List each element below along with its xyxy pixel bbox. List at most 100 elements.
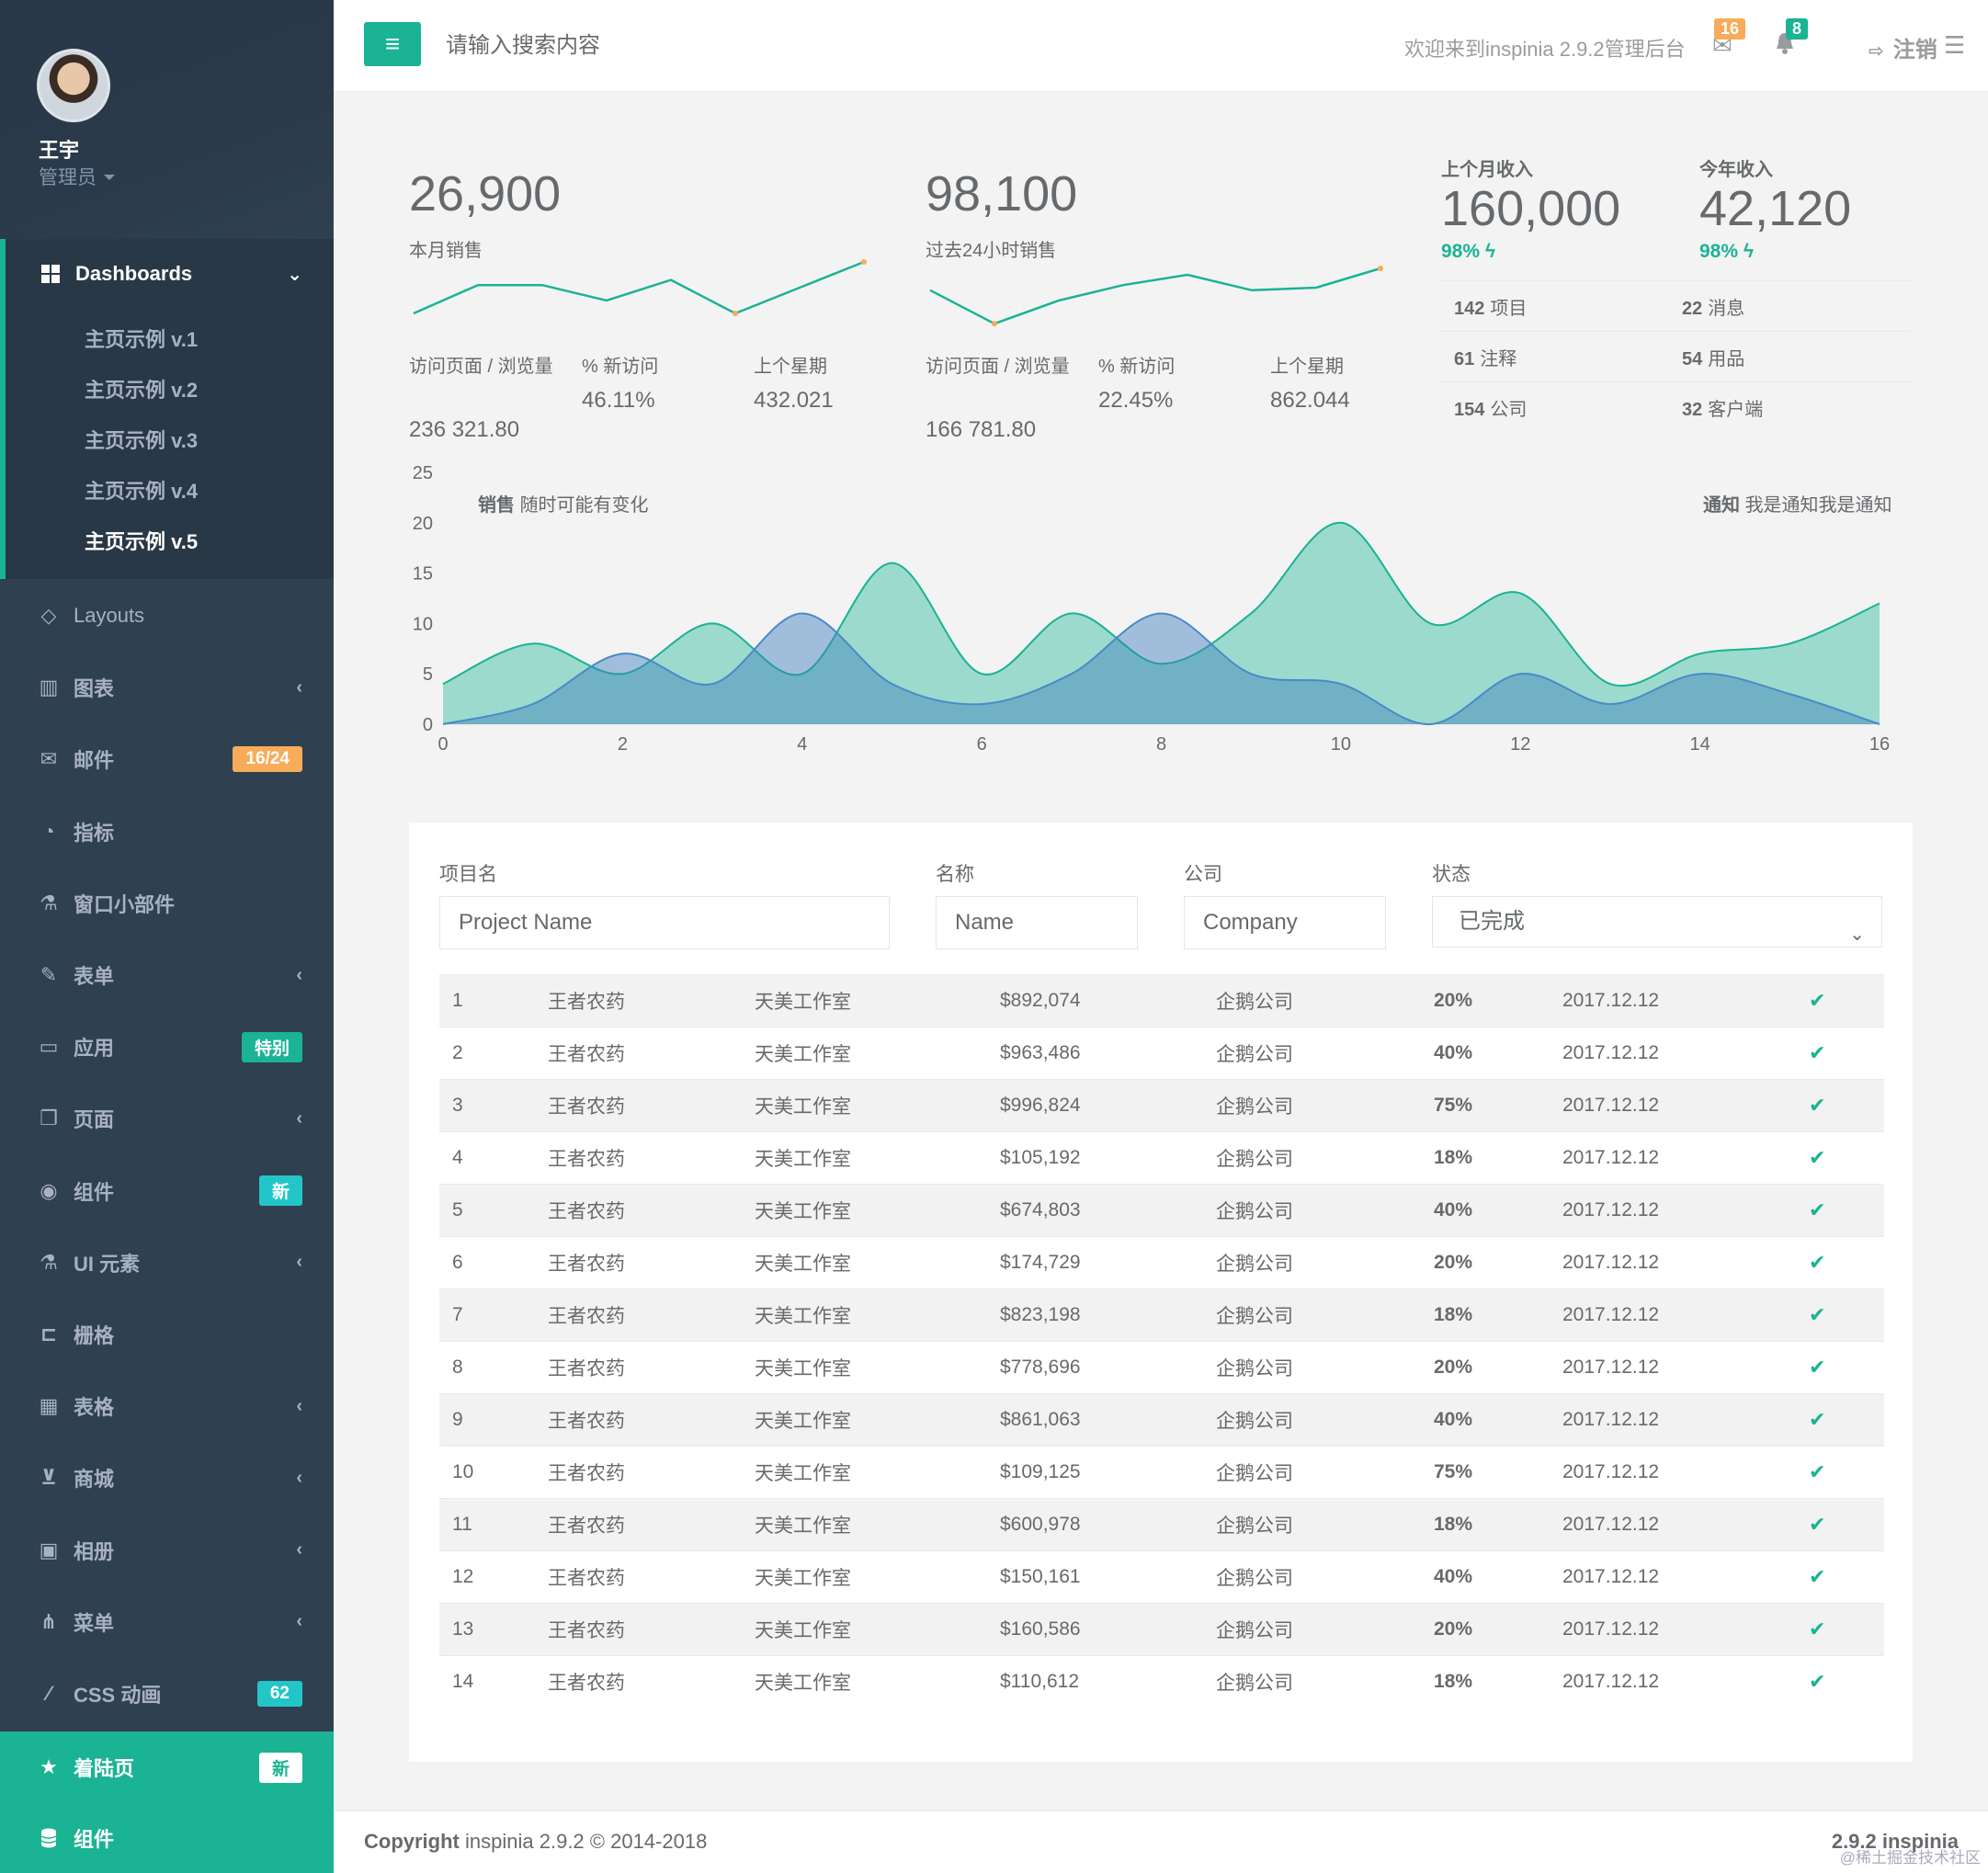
- last-month-income: 160,000: [1441, 181, 1621, 236]
- stat2-pv: 166 781.80: [926, 417, 1037, 442]
- table-cell: 天美工作室: [755, 1673, 851, 1694]
- sidebar-item[interactable]: ✉ 邮件 16/24: [0, 732, 334, 787]
- right-sidebar-toggle[interactable]: ☰: [1944, 31, 1965, 60]
- stat1-label: 本月销售: [409, 241, 483, 261]
- caret-down-icon: [104, 175, 115, 186]
- sidebar-item-badge: 16/24: [233, 746, 302, 773]
- sidebar-item[interactable]: ❐ 页面 ‹: [0, 1091, 334, 1146]
- sidebar-item[interactable]: ◇ Layouts: [0, 588, 334, 643]
- table-cell: $996,824: [1000, 1095, 1081, 1116]
- nav-dashboards-label: Dashboards: [75, 262, 193, 285]
- sparkline-path: [413, 260, 865, 315]
- welcome-text: 欢迎来到inspinia 2.9.2管理后台: [1404, 38, 1686, 61]
- search-input[interactable]: [446, 28, 905, 64]
- stat-label: 用品: [1708, 348, 1745, 369]
- table-cell: 75%: [1434, 1095, 1473, 1116]
- logout-button[interactable]: ⇨ 注销: [1869, 31, 1937, 63]
- table-cell: $674,803: [1000, 1199, 1081, 1220]
- status-select[interactable]: 已完成 ⌄: [1432, 896, 1882, 948]
- magic-icon: ⁄: [47, 1682, 51, 1705]
- check-icon: ✔: [1809, 1303, 1826, 1326]
- check-icon: ✔: [1809, 1251, 1826, 1274]
- company-input[interactable]: [1184, 896, 1386, 949]
- x-tick-label: 12: [1510, 734, 1530, 755]
- table-cell: 20%: [1434, 1357, 1473, 1378]
- sign-out-icon: ⇨: [1869, 41, 1884, 62]
- name-input[interactable]: [936, 896, 1138, 949]
- bars-icon: ≡: [384, 29, 401, 58]
- nav-dashboards[interactable]: Dashboards ⌄: [39, 255, 334, 292]
- nav-components[interactable]: 组件: [0, 1803, 334, 1873]
- stat-num: 61: [1454, 348, 1475, 369]
- table-cell: 企鹅公司: [1216, 1044, 1293, 1065]
- bar-chart-icon: ▥: [39, 675, 59, 699]
- table-cell: 天美工作室: [755, 1044, 851, 1065]
- menu-toggle-button[interactable]: ≡: [364, 22, 421, 66]
- project-name-label: 项目名: [439, 864, 497, 885]
- sidebar-item[interactable]: ⁄ CSS 动画 62: [0, 1666, 334, 1721]
- stat2-label: 过去24小时销售: [926, 241, 1057, 261]
- sidebar-item[interactable]: ▭ 应用 特别: [0, 1019, 334, 1074]
- sidebar-subitem[interactable]: 主页示例 v.2: [85, 379, 199, 402]
- sidebar-item[interactable]: ⊏ 栅格: [0, 1307, 334, 1362]
- table-cell: 6: [452, 1252, 463, 1273]
- envelope-icon: ✉: [40, 747, 58, 771]
- sidebar-item[interactable]: ▣ 相册 ‹: [0, 1523, 334, 1578]
- files-icon: ❐: [40, 1107, 58, 1130]
- database-icon: [37, 1826, 61, 1850]
- table-cell: 企鹅公司: [1216, 1620, 1293, 1641]
- project-name-input[interactable]: [439, 896, 890, 949]
- table-cell: 企鹅公司: [1216, 1096, 1293, 1118]
- sidebar-item[interactable]: ⚗ UI 元素 ‹: [0, 1235, 334, 1290]
- chevron-down-icon: ⌄: [1849, 925, 1865, 945]
- sidebar-item[interactable]: ⚗ 窗口小部件: [0, 876, 334, 931]
- table-cell: 40%: [1434, 1042, 1473, 1063]
- stat1-value: 26,900: [409, 166, 562, 221]
- table-cell: 14: [452, 1671, 474, 1692]
- table-cell: $823,198: [1000, 1304, 1081, 1325]
- sidebar-item-label: 页面: [74, 1108, 115, 1132]
- table-row: 9 王者农药 天美工作室 $861,063 企鹅公司 40% 2017.12.12 ✔: [439, 1393, 1884, 1446]
- table-cell: 2017.12.12: [1562, 1671, 1660, 1692]
- sparkline-endpoint: [1378, 266, 1383, 271]
- chevron-left-icon: ‹: [296, 1467, 302, 1488]
- sidebar-item[interactable]: ⊻ 商城 ‹: [0, 1450, 334, 1505]
- topbar: ≡ 欢迎来到inspinia 2.9.2管理后台 ✉ 16 8 ⇨注销 ☰: [334, 0, 1988, 92]
- profile-role-dropdown[interactable]: 管理员: [39, 163, 115, 190]
- series-line: [442, 612, 1880, 726]
- table-cell: 企鹅公司: [1216, 992, 1293, 1013]
- sidebar-subitem[interactable]: 主页示例 v.1: [85, 328, 199, 351]
- chevron-left-icon: ‹: [296, 1611, 302, 1632]
- sidebar-item[interactable]: ⋔ 菜单 ‹: [0, 1595, 334, 1650]
- list-item: 142 项目 22 消息: [1440, 280, 1911, 331]
- table-cell: $150,161: [1000, 1566, 1081, 1587]
- nav-landing[interactable]: ★ 着陆页 新: [0, 1731, 334, 1803]
- sidebar-item[interactable]: ▦ 表格 ‹: [0, 1379, 334, 1434]
- table-cell: $778,696: [1000, 1357, 1081, 1378]
- table-cell: 2017.12.12: [1562, 1304, 1660, 1325]
- sidebar-item[interactable]: ◉ 组件 新: [0, 1164, 334, 1219]
- sparkline-endpoint: [861, 259, 867, 265]
- sidebar-item[interactable]: ▥ 图表 ‹: [0, 660, 334, 715]
- table-cell: 天美工作室: [755, 1254, 851, 1275]
- sidebar-subitem[interactable]: 主页示例 v.4: [85, 480, 199, 503]
- sidebar-subitem[interactable]: 主页示例 v.3: [85, 429, 199, 452]
- year-income: 42,120: [1699, 181, 1852, 236]
- table-cell: 王者农药: [548, 1568, 625, 1589]
- table-cell: 18%: [1434, 1514, 1473, 1535]
- sidebar-item[interactable]: ◔ 指标: [0, 804, 334, 859]
- table-cell: 天美工作室: [755, 1515, 851, 1537]
- chevron-left-icon: ‹: [296, 1395, 302, 1416]
- table-cell: 2017.12.12: [1562, 1514, 1660, 1535]
- avatar[interactable]: [37, 49, 110, 122]
- sidebar-item[interactable]: ✎ 表单 ‹: [0, 948, 334, 1003]
- sidebar-item-label: 邮件: [74, 749, 115, 773]
- sidebar-subitem[interactable]: 主页示例 v.5: [85, 530, 199, 553]
- chart-title-right-text: 我是通知我是通知: [1744, 495, 1892, 516]
- sidebar-item-badge: 特别: [241, 1031, 302, 1062]
- picture-icon: ▣: [39, 1538, 59, 1561]
- table-cell: 40%: [1434, 1409, 1473, 1430]
- copyright-text: inspinia 2.9.2 © 2014-2018: [465, 1830, 708, 1853]
- bolt-icon: ϟ: [1484, 241, 1495, 262]
- table-cell: 2017.12.12: [1562, 1252, 1660, 1273]
